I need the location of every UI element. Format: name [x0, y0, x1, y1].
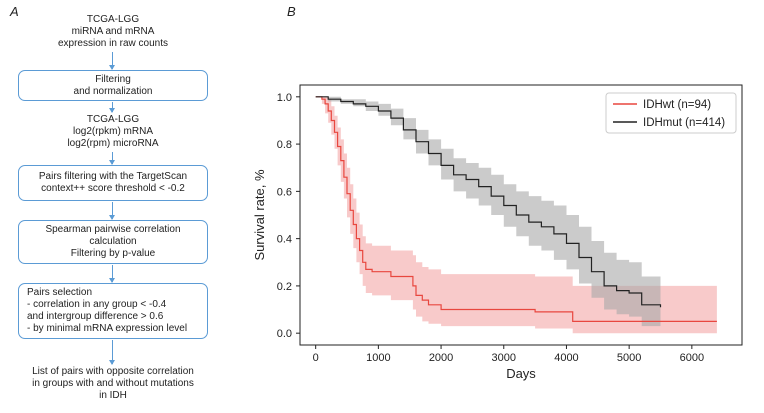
flow-step-filtering: Filtering and normalization — [18, 70, 208, 101]
legend-label: IDHwt (n=94) — [643, 99, 711, 111]
flow-step-pairs-selection: Pairs selection - correlation in any gro… — [18, 283, 208, 339]
flow-arrow — [109, 102, 115, 113]
y-tick-label: 0.4 — [277, 234, 292, 246]
confidence-band-idhwt — [315, 96, 717, 334]
x-tick-label: 1000 — [366, 352, 390, 364]
flow-step-spearman-text: Spearman pairwise correlation calculatio… — [45, 224, 181, 259]
legend-frame — [605, 92, 737, 134]
x-tick-label: 5000 — [617, 352, 641, 364]
y-tick-label: 1.0 — [277, 92, 292, 104]
y-tick-label: 0.2 — [277, 281, 292, 293]
x-tick-label: 6000 — [680, 352, 704, 364]
flow-step-output: List of pairs with opposite correlation … — [32, 366, 194, 401]
flow-step-input: TCGA-LGG miRNA and mRNA expression in ra… — [57, 14, 169, 49]
flow-arrow — [109, 202, 115, 220]
plot-frame — [299, 84, 743, 346]
survival-line-idhwt — [315, 96, 717, 322]
x-tick-label: 0 — [313, 352, 319, 364]
confidence-band-idhmut — [315, 96, 661, 329]
legend-label: IDHmut (n=414) — [643, 117, 725, 129]
flow-arrow — [109, 265, 115, 283]
flow-arrow — [109, 340, 115, 365]
x-tick-label: 3000 — [492, 352, 516, 364]
x-tick-label: 4000 — [554, 352, 578, 364]
y-axis-label: Survival rate, % — [252, 169, 267, 260]
x-tick-label: 2000 — [429, 352, 453, 364]
y-tick-label: 0.0 — [277, 328, 292, 340]
panel-letter-a: A — [10, 4, 19, 19]
y-tick-label: 0.6 — [277, 186, 292, 198]
panel-letter-b: B — [287, 4, 296, 19]
flow-step-spearman: Spearman pairwise correlation calculatio… — [18, 220, 208, 264]
x-axis-label: Days — [506, 366, 536, 381]
y-tick-label: 0.8 — [277, 139, 292, 151]
flow-step-normalized-data: TCGA-LGG log2(rpkm) mRNA log2(rpm) micro… — [67, 114, 159, 149]
survival-line-idhmut — [315, 96, 662, 308]
flow-arrow — [109, 52, 115, 70]
flow-arrow — [109, 152, 115, 165]
legend: IDHwt (n=94) IDHmut (n=414) — [605, 92, 737, 134]
flow-step-targetscan-filter: Pairs filtering with the TargetScan cont… — [18, 165, 208, 201]
